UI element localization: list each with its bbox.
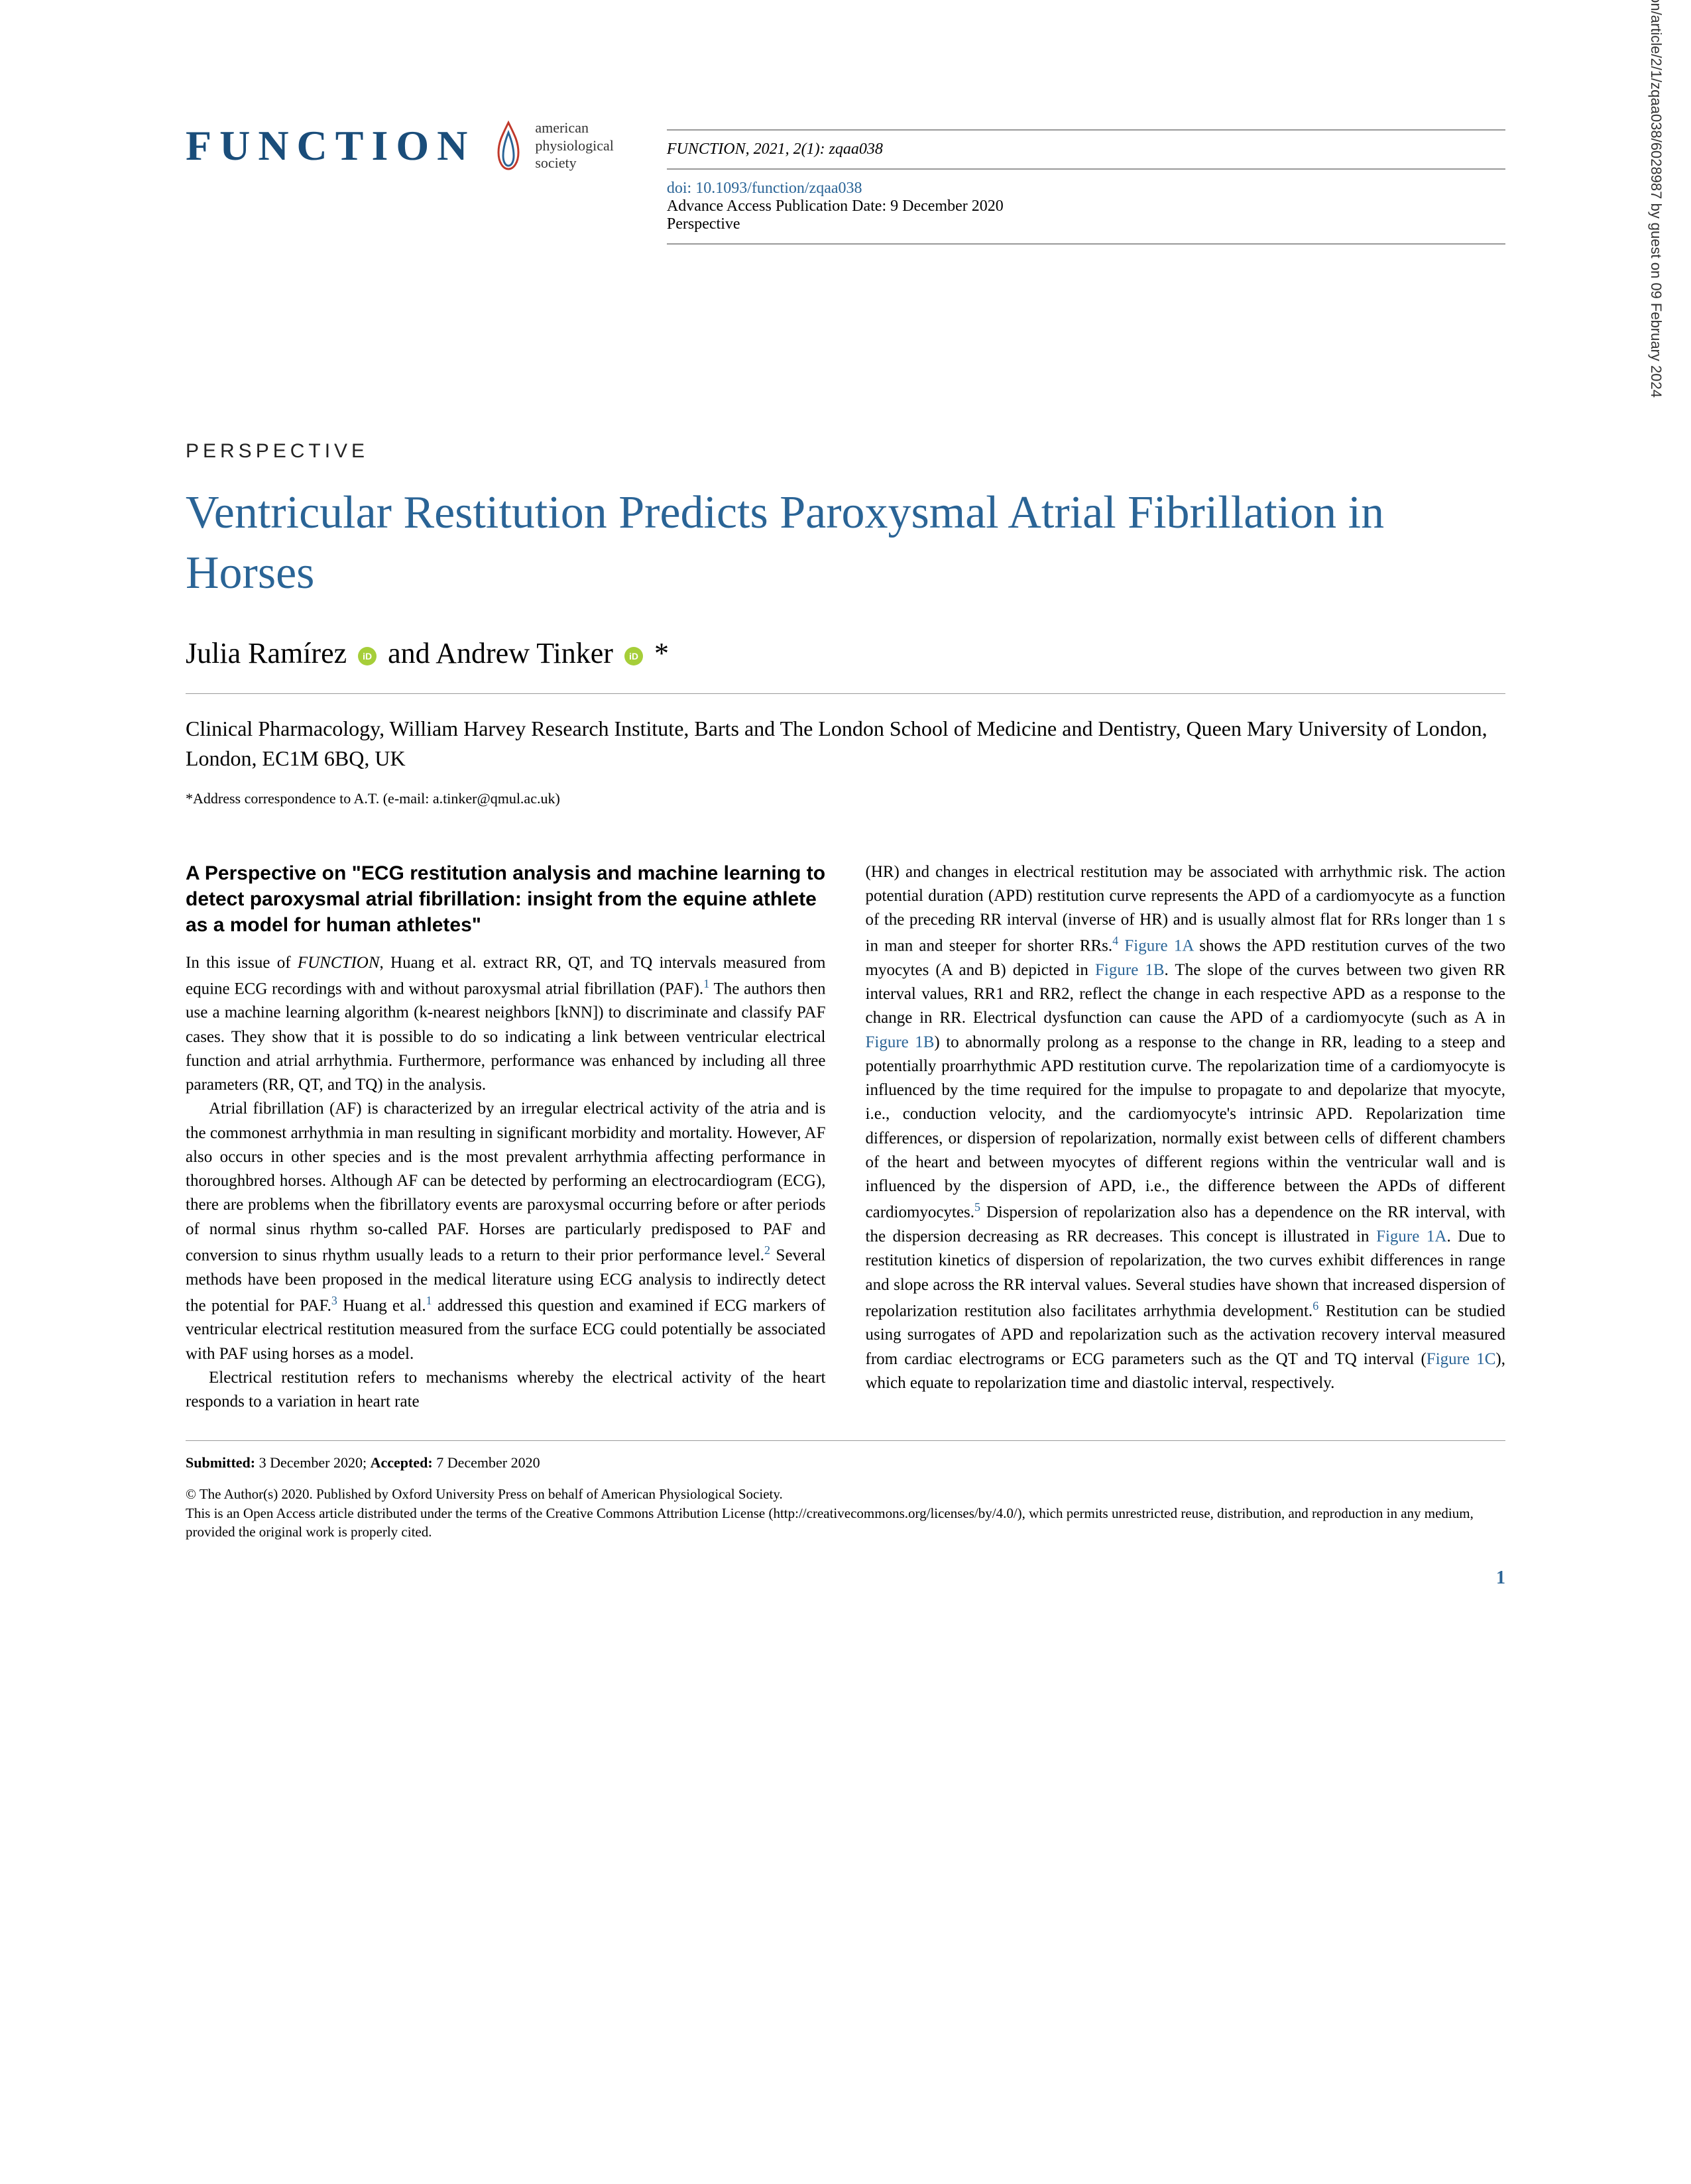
ref-link[interactable]: 5 xyxy=(974,1200,980,1214)
society-line3: society xyxy=(535,154,614,172)
copyright-line-1: © The Author(s) 2020. Published by Oxfor… xyxy=(186,1485,1505,1503)
perspective-label: PERSPECTIVE xyxy=(186,440,1505,463)
page-number: 1 xyxy=(186,1568,1505,1589)
doi-link[interactable]: doi: 10.1093/function/zqaa038 xyxy=(667,180,1505,198)
paragraph: (HR) and changes in electrical restituti… xyxy=(866,860,1506,1395)
figure-link[interactable]: Figure 1A xyxy=(1376,1228,1446,1245)
article-type-label: Perspective xyxy=(667,215,1505,233)
figure-link[interactable]: Figure 1B xyxy=(866,1033,935,1051)
right-column: (HR) and changes in electrical restituti… xyxy=(866,860,1506,1414)
publication-info: FUNCTION, 2021, 2(1): zqaa038 doi: 10.10… xyxy=(640,119,1505,255)
ref-link[interactable]: 4 xyxy=(1112,934,1118,947)
text: Atrial fibrillation (AF) is characterize… xyxy=(186,1100,826,1264)
divider xyxy=(667,243,1505,245)
ref-link[interactable]: 3 xyxy=(331,1294,337,1307)
orcid-icon[interactable] xyxy=(358,647,377,665)
affiliation: Clinical Pharmacology, William Harvey Re… xyxy=(186,714,1505,774)
dates-line: Submitted: 3 December 2020; Accepted: 7 … xyxy=(186,1454,1505,1471)
paragraph: Electrical restitution refers to mechani… xyxy=(186,1366,826,1414)
society-line1: american xyxy=(535,119,614,137)
accepted-label: Accepted: xyxy=(371,1454,433,1471)
footer-divider xyxy=(186,1440,1505,1441)
figure-link[interactable]: Figure 1C xyxy=(1427,1350,1496,1368)
text: In this issue of xyxy=(186,954,298,972)
correspondence: *Address correspondence to A.T. (e-mail:… xyxy=(186,790,1505,807)
text: ) to abnormally prolong as a response to… xyxy=(866,1033,1506,1222)
section-heading: A Perspective on "ECG restitution analys… xyxy=(186,860,826,938)
copyright-block: © The Author(s) 2020. Published by Oxfor… xyxy=(186,1485,1505,1541)
orcid-icon[interactable] xyxy=(624,647,643,665)
submitted-label: Submitted: xyxy=(186,1454,255,1471)
figure-link[interactable]: Figure 1B xyxy=(1095,961,1165,979)
accepted-date: 7 December 2020 xyxy=(433,1454,540,1471)
citation: FUNCTION, 2021, 2(1): zqaa038 xyxy=(667,141,1505,158)
ref-link[interactable]: 1 xyxy=(703,977,709,990)
article-title: Ventricular Restitution Predicts Paroxys… xyxy=(186,483,1505,603)
divider xyxy=(667,168,1505,170)
aps-flame-icon xyxy=(489,119,528,172)
author-2: Andrew Tinker xyxy=(436,637,613,669)
pub-date: Advance Access Publication Date: 9 Decem… xyxy=(667,198,1505,215)
download-watermark: Downloaded from https://academic.oup.com… xyxy=(1647,0,1664,398)
authors-line: Julia Ramírez and Andrew Tinker * xyxy=(186,636,1505,670)
text: Electrical restitution refers to mechani… xyxy=(186,1369,826,1410)
header-row: FUNCTION american physiological society … xyxy=(186,119,1505,281)
copyright-line-2: This is an Open Access article distribut… xyxy=(186,1504,1505,1542)
corresponding-asterisk: * xyxy=(654,637,669,669)
author-1: Julia Ramírez xyxy=(186,637,347,669)
affiliation-block: Clinical Pharmacology, William Harvey Re… xyxy=(186,693,1505,807)
body-columns: A Perspective on "ECG restitution analys… xyxy=(186,860,1505,1414)
left-column: A Perspective on "ECG restitution analys… xyxy=(186,860,826,1414)
submitted-date: 3 December 2020; xyxy=(255,1454,371,1471)
society-name: american physiological society xyxy=(535,119,614,172)
ref-link[interactable]: 6 xyxy=(1312,1299,1318,1312)
paragraph: Atrial fibrillation (AF) is characterize… xyxy=(186,1097,826,1365)
journal-italic: FUNCTION xyxy=(298,954,380,972)
divider xyxy=(667,129,1505,131)
journal-logo-block: FUNCTION american physiological society xyxy=(186,119,614,172)
society-line2: physiological xyxy=(535,137,614,154)
ref-link[interactable]: 1 xyxy=(426,1294,432,1307)
author-connector: and xyxy=(388,637,436,669)
text: Huang et al. xyxy=(337,1296,426,1314)
society-logo: american physiological society xyxy=(489,119,614,172)
journal-name: FUNCTION xyxy=(186,121,475,170)
ref-link[interactable]: 2 xyxy=(764,1243,770,1257)
figure-link[interactable]: Figure 1A xyxy=(1124,937,1193,955)
paragraph: In this issue of FUNCTION, Huang et al. … xyxy=(186,951,826,1098)
